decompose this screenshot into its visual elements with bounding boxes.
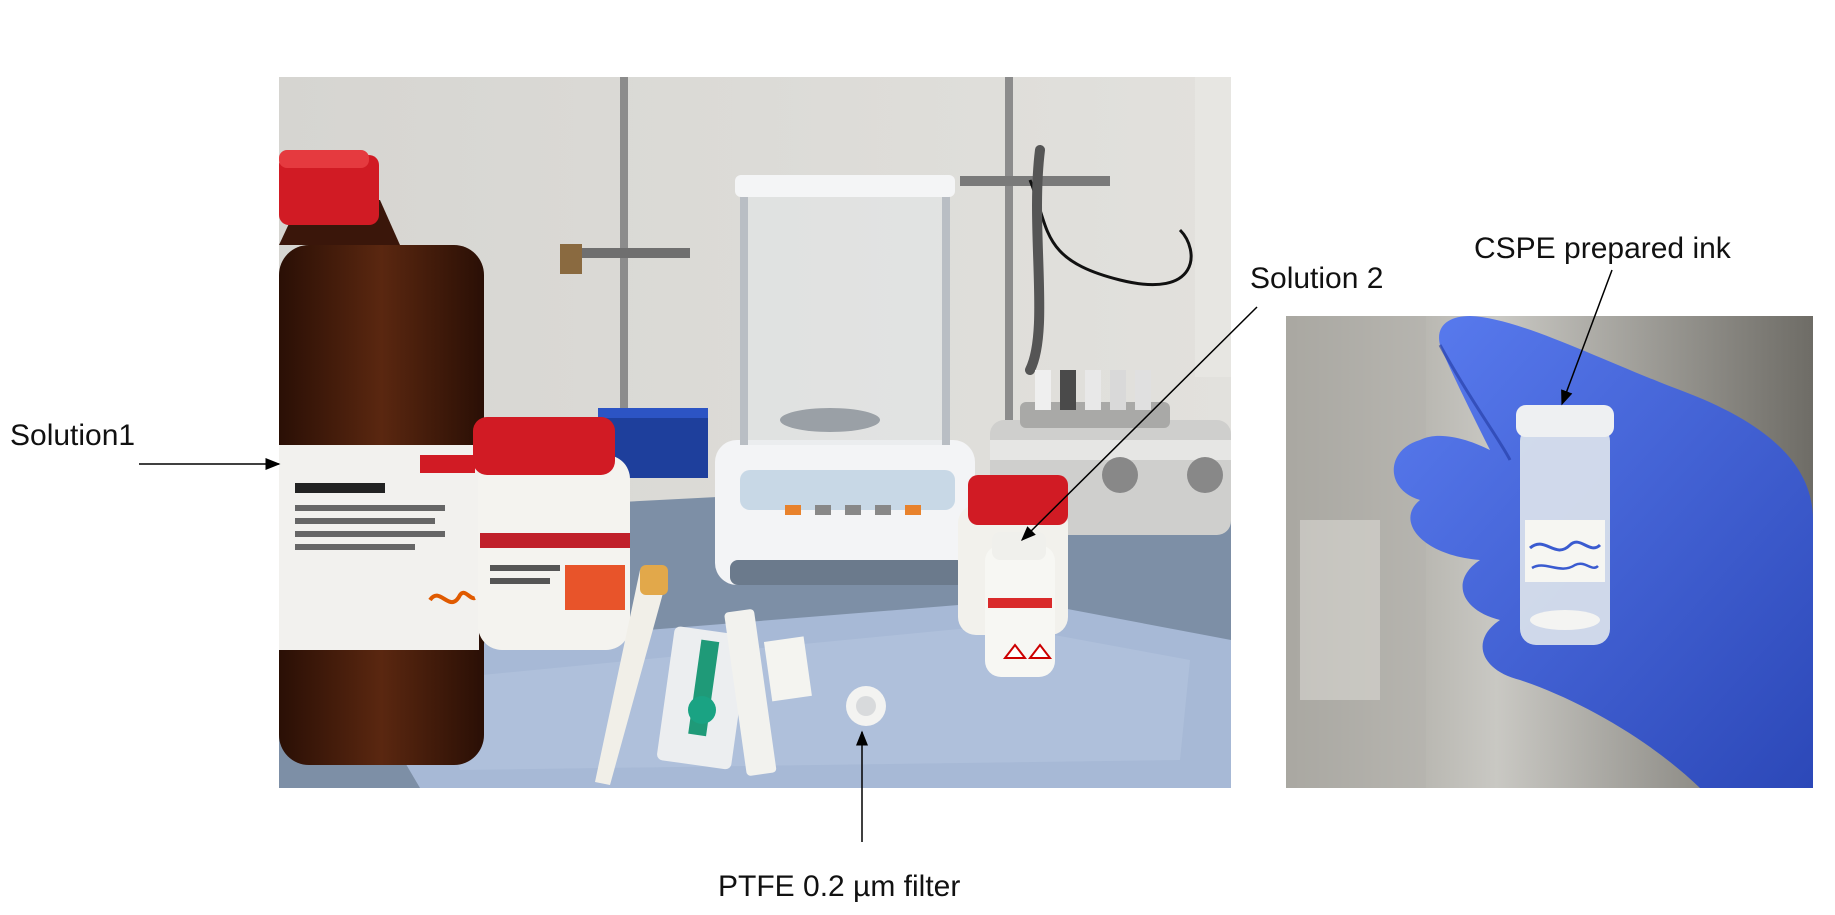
cspe-ink-label: CSPE prepared ink <box>1474 232 1731 265</box>
small-reagent-bottle-icon <box>958 475 1068 677</box>
reagent-jar-icon <box>473 417 630 650</box>
solvent-bottle-icon <box>279 150 484 765</box>
pipette-icon <box>595 565 668 785</box>
solution1-label: Solution1 <box>10 419 136 452</box>
vial-photo <box>1286 316 1813 788</box>
cspe-ink-arrow <box>1561 269 1613 406</box>
solution2-label: Solution 2 <box>1250 262 1384 295</box>
vial-icon <box>1516 405 1614 645</box>
lab-bench-photo <box>279 77 1231 788</box>
retort-stand-icon <box>620 77 628 507</box>
solution2-arrow <box>1020 306 1258 542</box>
syringe-icon <box>657 609 812 776</box>
ptfe-filter-label: PTFE 0.2 µm filter <box>718 870 961 903</box>
analytical-balance-icon <box>715 175 975 585</box>
